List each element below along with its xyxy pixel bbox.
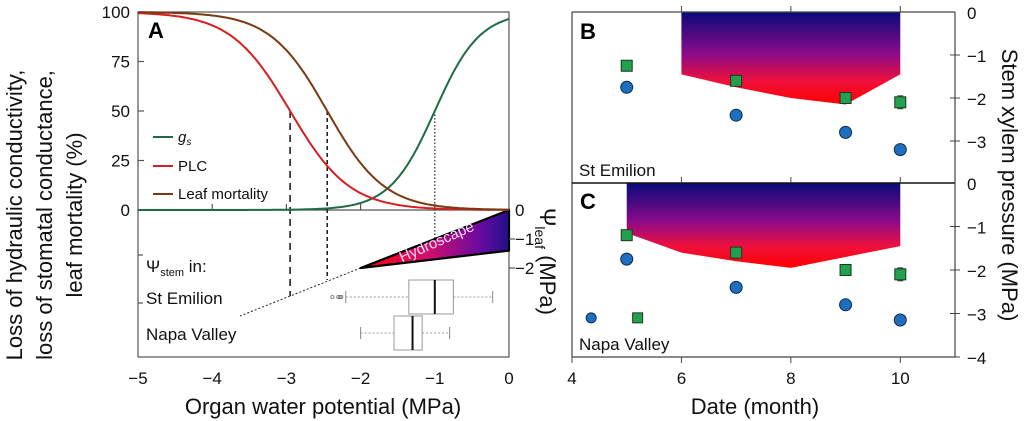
boxplot-napa-valley xyxy=(360,315,451,351)
panel-a-frame xyxy=(137,11,510,358)
curve-g-s xyxy=(138,18,510,211)
panel-a-legend: gs PLC Leaf mortality xyxy=(153,129,269,203)
curve-leaf-mortality xyxy=(138,11,510,211)
panel-a-lower-left-ticks xyxy=(138,254,143,304)
psi-stem-point xyxy=(730,246,743,259)
x-tick-label: −5 xyxy=(128,369,147,388)
outlier xyxy=(330,294,335,299)
x-tick-label: 6 xyxy=(677,369,686,388)
panel-a-reference-lines xyxy=(289,111,436,296)
stem-xylem-pressure-axis-title: Stem xylem pressure (MPa) xyxy=(997,49,1022,322)
boxplot-site-st-emilion: St Emilion xyxy=(146,289,223,308)
curve-plc xyxy=(138,12,509,211)
x-tick-label: 8 xyxy=(786,369,795,388)
legend-leaf-mortality-label: Leaf mortality xyxy=(178,186,269,203)
y-title-line-2: loss of stomatal conductance, xyxy=(32,70,57,360)
boxplot-st-emilion xyxy=(330,279,494,315)
panel-b-letter: B xyxy=(580,19,596,44)
psi-leaf-point xyxy=(729,108,743,122)
psi-leaf-tick-label: −2 xyxy=(515,259,534,278)
psi-stem-point xyxy=(730,74,743,87)
panel-b-points xyxy=(620,59,907,157)
right-y-tick-label: −2 xyxy=(967,262,986,281)
boxplot-site-napa-valley: Napa Valley xyxy=(146,325,237,344)
hydroscape-triangle xyxy=(359,208,511,270)
right-y-tick-label: −4 xyxy=(967,349,986,368)
right-y-tick-label: −2 xyxy=(967,90,986,109)
panel-c-right-ticks: 0 −1 −2 −3 −4 xyxy=(950,175,986,368)
svg-text:Stem xylem pressure (MPa): Stem xylem pressure (MPa) xyxy=(997,49,1022,322)
y-tick-label: 0 xyxy=(121,201,130,220)
psi-leaf-point xyxy=(620,252,634,266)
right-y-tick-label: −3 xyxy=(967,306,986,325)
y-title-line-3: leaf mortality (%) xyxy=(62,132,87,297)
right-y-tick-label: −3 xyxy=(967,133,986,152)
hydroscape-area xyxy=(681,12,901,105)
panel-c-hydroscape-area xyxy=(626,183,901,268)
panel-c-site-label: Napa Valley xyxy=(579,335,670,354)
y-tick-label: 100 xyxy=(102,3,130,22)
x-tick-label: 10 xyxy=(891,369,910,388)
y-tick-label: 25 xyxy=(111,152,130,171)
panel-a-hydroscape: Hydroscape xyxy=(239,208,511,317)
psi-leaf-point xyxy=(893,143,907,157)
x-tick-label: −2 xyxy=(351,369,370,388)
panel-a-x-axis-title: Organ water potential (MPa) xyxy=(185,394,461,419)
panel-a-letter: A xyxy=(148,18,164,43)
legend-marker-square xyxy=(632,312,644,324)
legend-plc-label: PLC xyxy=(178,158,207,175)
y-tick-label: 50 xyxy=(111,102,130,121)
x-tick-label: −3 xyxy=(277,369,296,388)
right-y-tick-label: 0 xyxy=(967,175,976,194)
y-title-line-1: Loss of hydraulic conductivity, xyxy=(2,70,27,361)
psi-leaf-point xyxy=(839,125,853,139)
x-tick-label: 0 xyxy=(504,369,513,388)
panel-a-boxplots xyxy=(330,279,494,351)
panel-b-right-ticks: 0 −1 −2 −3 xyxy=(950,4,986,152)
y-tick-label: 75 xyxy=(111,53,130,72)
outlier xyxy=(337,294,342,299)
x-tick-label: −4 xyxy=(203,369,222,388)
right-y-tick-label: −1 xyxy=(967,219,986,238)
x-tick-label: 4 xyxy=(567,369,576,388)
box xyxy=(393,315,423,351)
psi-stem-point xyxy=(620,229,633,242)
psi-leaf-point xyxy=(620,80,634,94)
psi-stem-point xyxy=(894,268,907,281)
boxplot-heading: Ψstem in: xyxy=(146,257,207,279)
right-y-tick-label: 0 xyxy=(967,4,976,23)
psi-stem-point xyxy=(894,96,907,109)
panel-b-hydroscape-area xyxy=(681,12,901,105)
psi-leaf-point xyxy=(839,298,853,312)
psi-leaf-axis-title: Ψleaf (MPa) xyxy=(532,208,560,315)
panels-b-c: 4 6 8 10 0 −1 −2 −3 0 −1 −2 −3 −4 B C St Emilion N… xyxy=(567,4,1022,419)
panel-a-psi-leaf-axis: 0 −1 −2 xyxy=(509,201,534,278)
x-tick-label: −1 xyxy=(425,369,444,388)
panel-c-points xyxy=(585,229,907,327)
panels-x-ticks: 4 6 8 10 xyxy=(567,6,910,388)
panel-a-x-ticks: −5 −4 −3 −2 −1 0 xyxy=(128,204,514,388)
hydroscape-extension-line xyxy=(239,267,361,317)
svg-text:Ψleaf (MPa): Ψleaf (MPa) xyxy=(532,208,560,315)
panel-c-x-axis-title: Date (month) xyxy=(691,394,819,419)
psi-leaf-tick-label: 0 xyxy=(515,201,524,220)
box xyxy=(408,279,454,315)
panel-a-curves xyxy=(138,11,510,211)
psi-stem-point xyxy=(839,92,852,104)
outlier xyxy=(339,294,344,299)
panel-c-letter: C xyxy=(580,189,596,214)
panel-b-site-label: St Emilion xyxy=(579,161,656,180)
psi-leaf-point xyxy=(893,313,907,327)
panel-a-y-axis-title: Loss of hydraulic conductivity, loss of … xyxy=(2,70,87,361)
panel-a: Loss of hydraulic conductivity, loss of … xyxy=(2,3,560,419)
right-y-tick-label: −1 xyxy=(967,47,986,66)
psi-leaf-point xyxy=(729,280,743,294)
psi-leaf-tick-label: −1 xyxy=(515,230,534,249)
legend-marker-circle xyxy=(585,312,597,324)
hydroscape-area xyxy=(626,183,901,268)
legend-gs-label: gs xyxy=(178,129,191,148)
psi-stem-point xyxy=(620,59,633,72)
psi-stem-point xyxy=(839,264,852,276)
